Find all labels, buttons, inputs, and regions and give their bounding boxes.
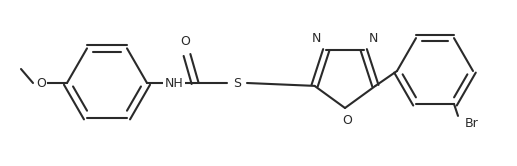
Text: S: S: [233, 77, 241, 89]
Text: O: O: [342, 115, 352, 127]
Text: O: O: [36, 77, 46, 89]
Text: O: O: [180, 35, 190, 47]
Text: Br: Br: [465, 117, 479, 130]
Text: N: N: [312, 32, 321, 45]
Text: NH: NH: [164, 77, 184, 89]
Text: N: N: [369, 32, 378, 45]
